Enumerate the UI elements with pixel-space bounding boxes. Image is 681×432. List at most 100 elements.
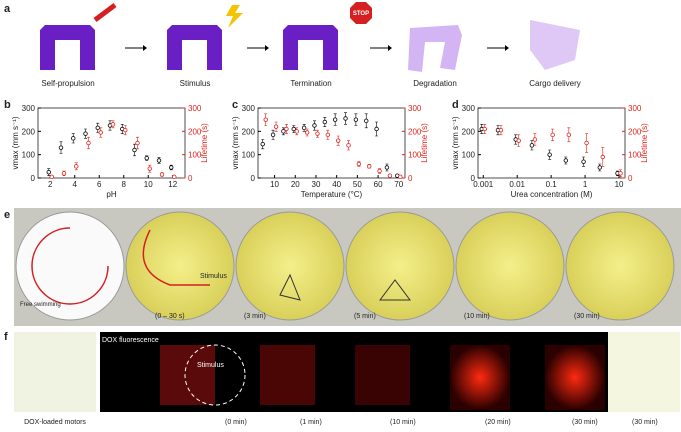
data-point [618, 171, 623, 176]
time-label: (30 min) [572, 419, 598, 426]
data-point [597, 165, 602, 170]
data-point [123, 127, 128, 133]
x-tick-label: 8 [122, 180, 127, 189]
data-point [147, 166, 152, 171]
data-point [343, 116, 348, 121]
x-tick-label: 70 [394, 180, 403, 189]
data-point [273, 124, 279, 129]
stop-sign: STOP [353, 11, 369, 17]
data-point [98, 130, 103, 135]
panel-label: f [4, 331, 8, 343]
data-point [260, 141, 265, 147]
y2-tick-label: 0 [408, 174, 413, 183]
x-tick-label: 40 [332, 180, 341, 189]
y2-tick-label: 100 [188, 151, 202, 160]
x-tick-label: 1 [583, 180, 588, 189]
y-axis-label: vmax (mm s⁻¹) [451, 116, 460, 169]
step-label: Self-propulsion [41, 79, 94, 88]
data-point [294, 129, 299, 134]
data-point [529, 143, 535, 148]
data-point [377, 168, 382, 174]
y-axis-label: vmax (mm s⁻¹) [231, 116, 240, 169]
time-label: (20 min) [485, 419, 511, 426]
y2-tick-label: 300 [188, 104, 202, 113]
data-point [135, 140, 140, 146]
data-point [346, 143, 351, 148]
data-point [387, 173, 393, 178]
data-point [384, 165, 390, 170]
data-point [584, 140, 589, 146]
plot-frame [257, 107, 406, 179]
plot-frame [37, 107, 186, 179]
data-point [356, 161, 362, 167]
time-label: (30 min) [574, 313, 600, 320]
data-point [169, 165, 174, 170]
x-tick-label: 10 [615, 180, 624, 189]
data-point [581, 159, 586, 164]
panel-e: Free swimming Stimulus (0 – 30 s) (3 min… [14, 208, 681, 326]
data-point [566, 132, 572, 138]
y2-tick-label: 100 [628, 151, 642, 160]
time-label: (30 min) [632, 419, 658, 426]
x-tick-label: 0.1 [546, 180, 558, 189]
y-tick-label: 0 [31, 174, 36, 183]
data-point [367, 164, 372, 169]
y-axis-label: vmax (mm s⁻¹) [11, 116, 20, 169]
y2-tick-label: 200 [408, 127, 422, 136]
x-tick-label: 10 [270, 180, 279, 189]
y2-axis-label: Lifetime (s) [200, 123, 209, 163]
data-point [144, 155, 149, 161]
data-point [61, 171, 67, 176]
panel-label: e [4, 209, 10, 221]
time-label: (0 min) [225, 419, 247, 426]
data-point [291, 126, 296, 132]
data-point [159, 172, 165, 177]
step-label: Cargo delivery [529, 79, 581, 88]
time-label: (5 min) [354, 313, 376, 320]
time-label: (10 min) [464, 313, 490, 320]
data-point [74, 164, 79, 169]
y-tick-label: 200 [462, 127, 476, 136]
data-point [172, 174, 177, 180]
data-point [46, 169, 51, 175]
x-tick-label: 4 [73, 180, 78, 189]
x-tick-label: 0.001 [473, 180, 494, 189]
data-point [364, 118, 369, 124]
data-point [315, 131, 320, 136]
data-point [304, 130, 310, 135]
data-point [110, 122, 116, 127]
time-label: (10 min) [390, 419, 416, 426]
x-axis-label: Temperature (°C) [301, 190, 363, 199]
plot-frame [477, 107, 626, 179]
data-point [374, 126, 379, 132]
data-point [516, 138, 521, 143]
y-tick-label: 0 [471, 174, 476, 183]
data-point [58, 145, 64, 150]
y-tick-label: 300 [22, 104, 36, 113]
data-point [49, 174, 54, 180]
y-tick-label: 200 [242, 127, 256, 136]
x-tick-label: 0.01 [509, 180, 525, 189]
data-point [83, 131, 88, 136]
panel-label: d [452, 99, 459, 111]
caption: Free swimming [20, 302, 61, 308]
x-tick-label: 12 [168, 180, 177, 189]
y2-tick-label: 300 [628, 104, 642, 113]
y2-tick-label: 200 [628, 127, 642, 136]
y-tick-label: 200 [22, 127, 36, 136]
data-point [482, 126, 487, 132]
y2-tick-label: 0 [188, 174, 193, 183]
data-point [335, 138, 341, 143]
data-point [600, 154, 605, 160]
step-label: Stimulus [180, 79, 211, 88]
y2-tick-label: 0 [628, 174, 633, 183]
data-point [532, 137, 538, 142]
y2-tick-label: 200 [188, 127, 202, 136]
data-point [563, 158, 569, 163]
caption: DOX fluorescence [102, 337, 159, 344]
panel-f: DOX fluorescence Stimulus DOX-loaded mot… [14, 332, 680, 426]
data-point [322, 119, 328, 125]
data-point [71, 136, 76, 141]
x-axis-label: pH [106, 190, 116, 199]
